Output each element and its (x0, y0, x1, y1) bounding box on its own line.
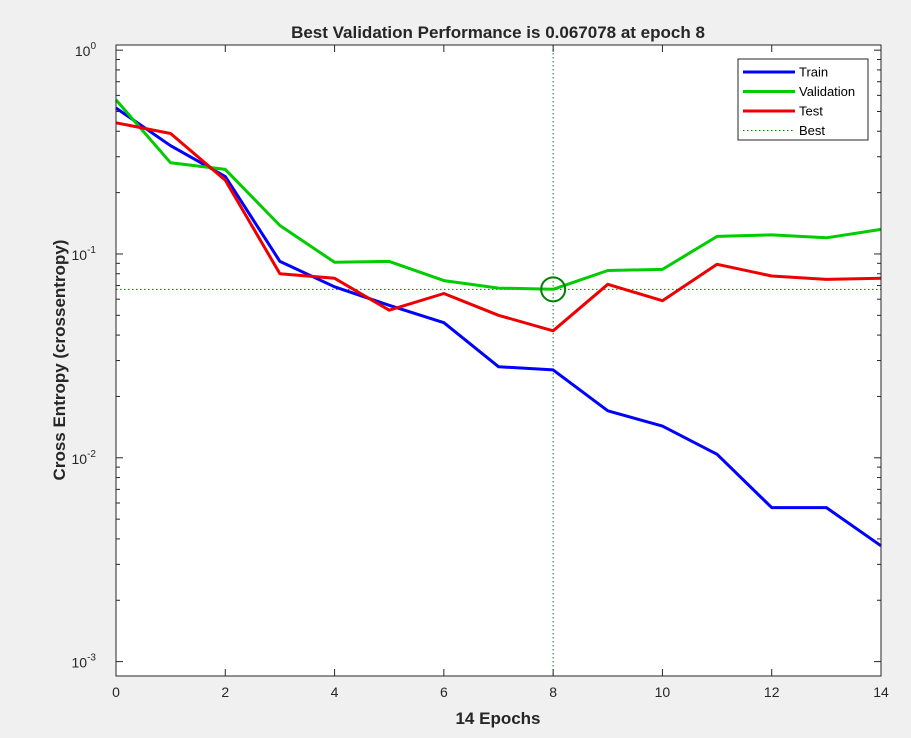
y-tick-label: 100 (75, 41, 97, 59)
x-tick-label: 4 (331, 684, 339, 700)
legend-label-validation: Validation (799, 84, 855, 99)
x-axis-ticks: 0 2 4 6 8 10 12 14 (112, 45, 889, 700)
best-crosshair (116, 45, 881, 676)
x-tick-label: 10 (655, 684, 671, 700)
x-tick-label: 0 (112, 684, 120, 700)
legend: Train Validation Test Best (737, 58, 869, 141)
x-axis-label: 14 Epochs (455, 709, 540, 728)
x-tick-label: 6 (440, 684, 448, 700)
y-tick-label: 10-1 (72, 245, 97, 263)
y-tick-label: 10-2 (72, 449, 97, 467)
legend-label-test: Test (799, 104, 823, 119)
legend-label-train: Train (799, 65, 828, 80)
best-marker (540, 276, 567, 303)
legend-items: Train Validation Test Best (743, 65, 855, 138)
legend-label-best: Best (799, 123, 825, 138)
series-line-test (115, 121, 882, 333)
chart-title: Best Validation Performance is 0.067078 … (291, 23, 705, 42)
x-tick-label: 2 (221, 684, 229, 700)
plot-area (116, 45, 881, 676)
y-axis-label: Cross Entropy (crossentropy) (50, 240, 69, 481)
best-point-circle (540, 276, 567, 303)
series-line-train (115, 106, 882, 548)
y-tick-label: 10-3 (72, 653, 97, 671)
x-tick-label: 14 (873, 684, 889, 700)
x-tick-label: 12 (764, 684, 780, 700)
series-lines (114, 98, 882, 548)
x-tick-label: 8 (549, 684, 557, 700)
series-line-validation (114, 98, 882, 291)
y-axis-ticks: 10-3 10-2 10-1 100 (72, 41, 881, 671)
